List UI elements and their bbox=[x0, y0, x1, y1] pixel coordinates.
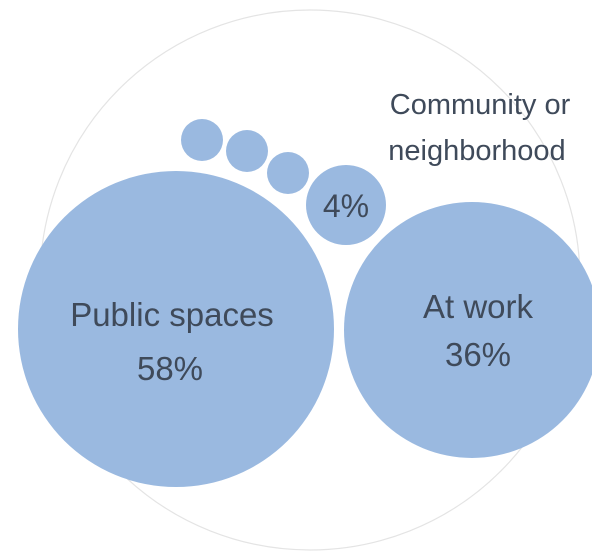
label-public-spaces: Public spaces bbox=[70, 296, 274, 333]
bubble-public-spaces bbox=[18, 171, 334, 487]
bubble-small-2 bbox=[226, 130, 268, 172]
bubble-small-1 bbox=[181, 119, 223, 161]
label-community-line-2: neighborhood bbox=[388, 135, 565, 167]
value-public-spaces: 58% bbox=[137, 350, 203, 387]
value-community: 4% bbox=[323, 188, 369, 224]
value-at-work: 36% bbox=[445, 336, 511, 373]
bubble-small-3 bbox=[267, 152, 309, 194]
bubble-community bbox=[306, 165, 386, 245]
label-community-line-1: Community or bbox=[390, 89, 571, 121]
bubble-at-work bbox=[344, 202, 592, 458]
label-at-work: At work bbox=[423, 288, 534, 325]
